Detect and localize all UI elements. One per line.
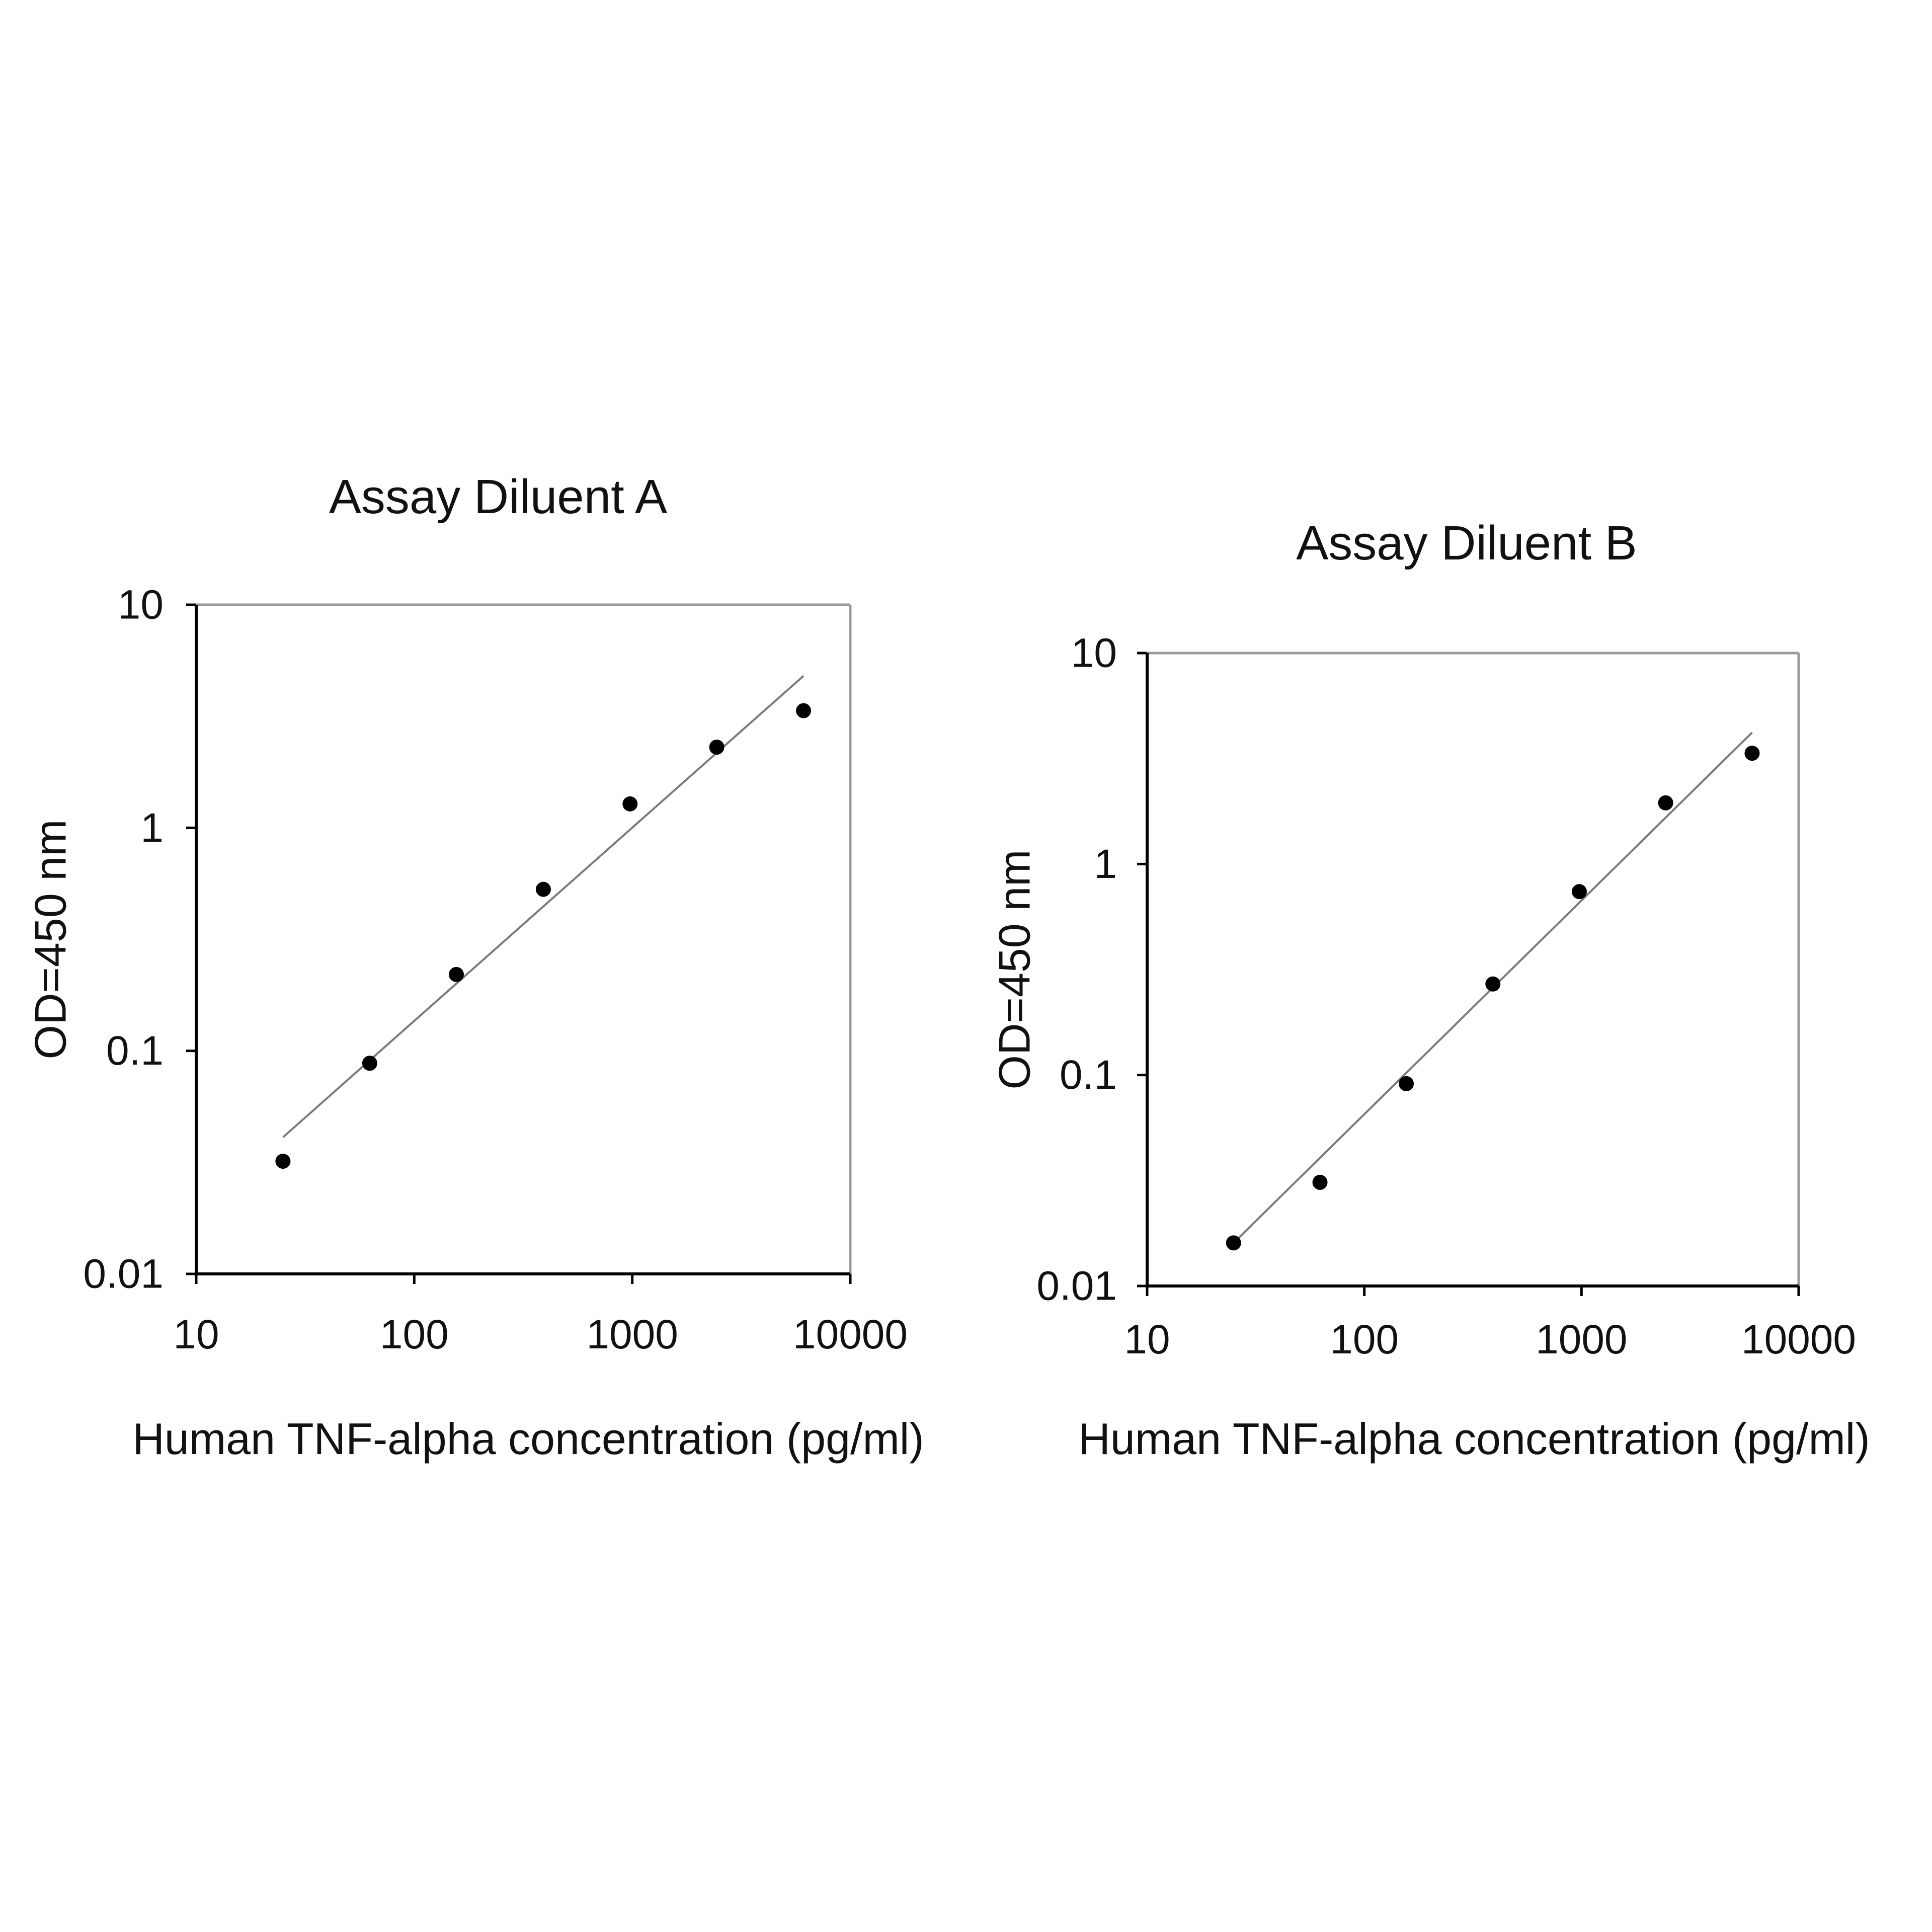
data-points [1226, 746, 1760, 1251]
y-tick-label: 1 [140, 805, 164, 851]
y-ticks: 0.01 0.1 1 10 [1036, 630, 1147, 1309]
y-tick-label: 0.01 [1036, 1263, 1117, 1309]
x-tick-label: 10000 [793, 1312, 908, 1357]
data-point [1744, 746, 1760, 761]
x-tick-label: 1000 [1536, 1317, 1627, 1362]
data-point [1312, 1174, 1328, 1190]
x-axis-label: Human TNF-alpha concentration (pg/ml) [132, 1414, 924, 1464]
data-point [622, 796, 638, 812]
data-point [449, 967, 464, 982]
data-point [362, 1056, 377, 1071]
data-point [275, 1154, 291, 1169]
x-ticks: 10 100 1000 10000 [1124, 1286, 1856, 1362]
y-tick-label: 0.1 [106, 1028, 164, 1074]
x-tick-label: 10 [173, 1312, 219, 1357]
x-tick-label: 100 [380, 1312, 449, 1357]
y-axis-label: OD=450 nm [990, 850, 1039, 1090]
y-tick-label: 10 [1071, 630, 1117, 676]
data-point [1658, 795, 1673, 811]
data-point [1571, 884, 1587, 900]
data-point [796, 703, 812, 718]
chart-title: Assay Diluent A [329, 470, 667, 524]
data-points [275, 703, 812, 1169]
data-point [1485, 976, 1501, 992]
chart-assay-diluent-a: Assay Diluent A OD=450 nm Human TNF-alph… [26, 470, 924, 1464]
y-tick-label: 1 [1094, 841, 1117, 887]
y-tick-label: 0.1 [1060, 1052, 1117, 1098]
chart-assay-diluent-b: Assay Diluent B OD=450 nm Human TNF-alph… [990, 516, 1870, 1464]
fit-line [282, 675, 804, 1138]
chart-title: Assay Diluent B [1296, 516, 1637, 570]
y-tick-label: 10 [118, 582, 164, 628]
x-tick-label: 1000 [586, 1312, 678, 1357]
data-point [709, 739, 725, 755]
y-axis-label: OD=450 nm [26, 820, 75, 1060]
data-point [1399, 1076, 1414, 1091]
x-tick-label: 100 [1330, 1317, 1399, 1362]
x-tick-label: 10 [1124, 1317, 1170, 1362]
y-tick-label: 0.01 [83, 1251, 164, 1297]
x-ticks: 10 100 1000 10000 [173, 1274, 908, 1357]
data-point [1226, 1235, 1241, 1251]
x-axis-label: Human TNF-alpha concentration (pg/ml) [1078, 1414, 1870, 1464]
data-point [535, 881, 551, 897]
y-ticks: 0.01 0.1 1 10 [83, 582, 196, 1297]
x-tick-label: 10000 [1741, 1317, 1856, 1362]
